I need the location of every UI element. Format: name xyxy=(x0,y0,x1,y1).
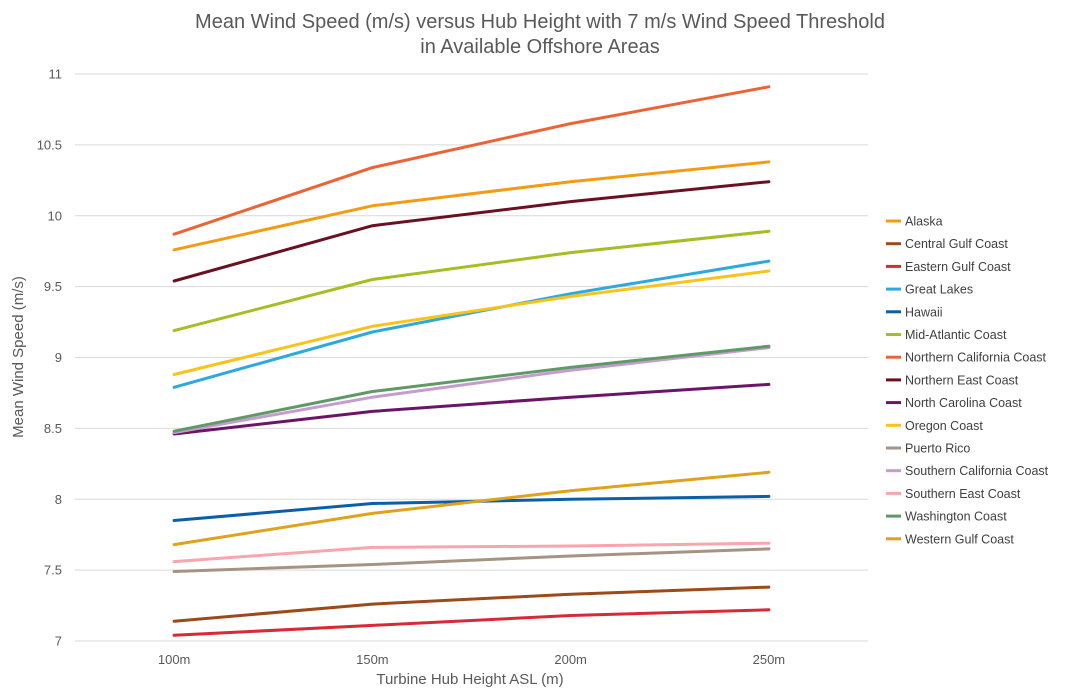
series-line xyxy=(172,608,771,637)
y-tick-label: 9.5 xyxy=(44,279,62,294)
legend-label: Western Gulf Coast xyxy=(905,532,1014,546)
chart-title-line-2: in Available Offshore Areas xyxy=(420,36,659,58)
series-line xyxy=(172,229,771,333)
gridlines xyxy=(75,73,868,642)
x-axis-title: Turbine Hub Height ASL (m) xyxy=(376,671,563,688)
legend-label: Eastern Gulf Coast xyxy=(905,260,1011,274)
x-tick-label: 200m xyxy=(554,652,587,667)
series-line xyxy=(172,269,771,376)
series-line xyxy=(172,541,771,564)
legend-label: Southern California Coast xyxy=(905,464,1049,478)
series-line xyxy=(172,470,771,547)
y-tick-label: 7 xyxy=(55,634,62,649)
legend-item: Southern East Coast xyxy=(886,487,1021,501)
legend-item: Washington Coast xyxy=(886,510,1007,524)
series-line xyxy=(172,346,771,435)
series-line xyxy=(172,547,771,573)
legend-item: Puerto Rico xyxy=(886,442,970,456)
series-line xyxy=(172,85,771,236)
legend-label: Northern East Coast xyxy=(905,373,1019,387)
y-tick-label: 10.5 xyxy=(37,137,62,152)
series-lines xyxy=(172,85,771,637)
y-tick-label: 8 xyxy=(55,492,62,507)
legend-label: Southern East Coast xyxy=(905,487,1021,501)
series-line xyxy=(172,180,771,283)
x-tick-label: 150m xyxy=(356,652,389,667)
legend-label: Puerto Rico xyxy=(905,442,970,456)
series-line xyxy=(172,382,771,436)
legend-item: Great Lakes xyxy=(886,283,973,297)
y-axis-ticks: 7 7.5 8 8.5 9 9.5 10 10.5 11 xyxy=(37,67,62,649)
legend-label: Central Gulf Coast xyxy=(905,237,1008,251)
legend: Alaska Central Gulf Coast Eastern Gulf Coa… xyxy=(886,215,1049,546)
legend-item: Northern East Coast xyxy=(886,373,1019,387)
series-line xyxy=(172,494,771,522)
legend-item: Hawaii xyxy=(886,305,943,319)
legend-label: Northern California Coast xyxy=(905,351,1047,365)
legend-item: Alaska xyxy=(886,215,943,229)
legend-label: Great Lakes xyxy=(905,283,973,297)
series-line xyxy=(172,259,771,389)
legend-item: Northern California Coast xyxy=(886,351,1047,365)
y-tick-label: 10 xyxy=(48,208,62,223)
legend-label: Oregon Coast xyxy=(905,419,983,433)
series-line xyxy=(172,585,771,623)
y-tick-label: 11 xyxy=(49,67,63,82)
x-tick-label: 250m xyxy=(753,652,786,667)
legend-item: Oregon Coast xyxy=(886,419,983,433)
y-axis-title: Mean Wind Speed (m/s) xyxy=(10,276,27,438)
y-tick-label: 9 xyxy=(55,350,62,365)
legend-label: Hawaii xyxy=(905,305,943,319)
x-axis-ticks: 100m 150m 200m 250m xyxy=(158,652,785,667)
legend-item: Southern California Coast xyxy=(886,464,1049,478)
y-tick-label: 7.5 xyxy=(44,563,62,578)
chart-title-line-1: Mean Wind Speed (m/s) versus Hub Height … xyxy=(195,11,885,33)
legend-item: Eastern Gulf Coast xyxy=(886,260,1011,274)
legend-item: Western Gulf Coast xyxy=(886,532,1014,546)
x-tick-label: 100m xyxy=(158,652,191,667)
legend-label: Alaska xyxy=(905,215,943,229)
legend-item: Central Gulf Coast xyxy=(886,237,1008,251)
legend-label: Washington Coast xyxy=(905,510,1007,524)
series-line xyxy=(172,160,771,252)
legend-label: North Carolina Coast xyxy=(905,396,1022,410)
series-line xyxy=(172,344,771,433)
legend-item: North Carolina Coast xyxy=(886,396,1022,410)
legend-item: Mid-Atlantic Coast xyxy=(886,328,1007,342)
y-tick-label: 8.5 xyxy=(44,421,62,436)
legend-label: Mid-Atlantic Coast xyxy=(905,328,1007,342)
